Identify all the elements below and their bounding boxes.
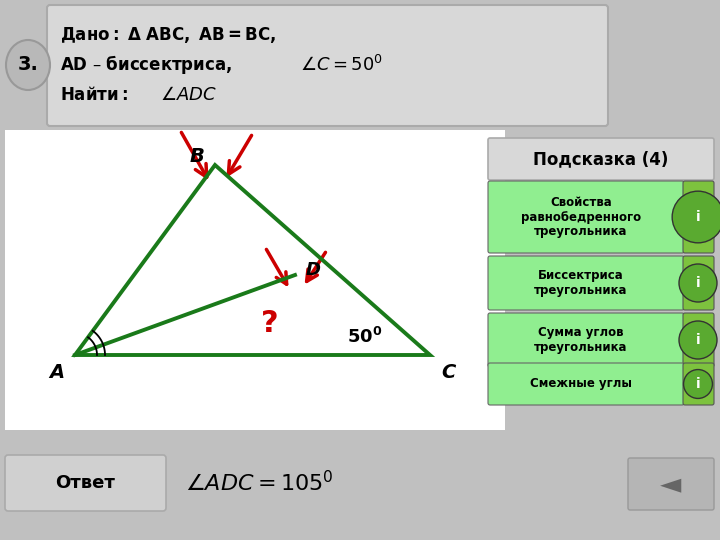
Text: ◄: ◄ bbox=[660, 470, 682, 498]
Text: $\angle C = 50^0$: $\angle C = 50^0$ bbox=[300, 55, 383, 75]
FancyBboxPatch shape bbox=[488, 256, 684, 310]
FancyBboxPatch shape bbox=[683, 313, 714, 367]
Text: Ответ: Ответ bbox=[55, 474, 115, 492]
Ellipse shape bbox=[6, 40, 50, 90]
FancyBboxPatch shape bbox=[488, 363, 684, 405]
Text: $\mathbf{Дано:\ \Delta\ ABC,\ AB = BC,}$: $\mathbf{Дано:\ \Delta\ ABC,\ AB = BC,}$ bbox=[60, 25, 276, 45]
Text: B: B bbox=[189, 147, 204, 166]
Text: $\mathbf{50^0}$: $\mathbf{50^0}$ bbox=[347, 327, 383, 347]
FancyBboxPatch shape bbox=[488, 313, 684, 367]
Circle shape bbox=[679, 264, 717, 302]
Text: ?: ? bbox=[261, 308, 279, 338]
Text: $\mathbf{Найти:}$: $\mathbf{Найти:}$ bbox=[60, 86, 128, 104]
Circle shape bbox=[683, 369, 713, 399]
Circle shape bbox=[679, 321, 717, 359]
Text: Свойства
равнобедренного
треугольника: Свойства равнобедренного треугольника bbox=[521, 195, 641, 239]
Text: i: i bbox=[696, 333, 701, 347]
Text: $\angle ADC = 105^0$: $\angle ADC = 105^0$ bbox=[185, 470, 333, 496]
FancyBboxPatch shape bbox=[488, 138, 714, 180]
Text: Биссектриса
треугольника: Биссектриса треугольника bbox=[534, 269, 628, 297]
Text: Подсказка (4): Подсказка (4) bbox=[534, 150, 669, 168]
FancyBboxPatch shape bbox=[628, 458, 714, 510]
FancyBboxPatch shape bbox=[488, 181, 684, 253]
Text: $\mathbf{AD\ –\ биссектриса,}$: $\mathbf{AD\ –\ биссектриса,}$ bbox=[60, 53, 232, 77]
Text: Сумма углов
треугольника: Сумма углов треугольника bbox=[534, 326, 628, 354]
Text: C: C bbox=[441, 363, 455, 382]
Circle shape bbox=[672, 191, 720, 243]
Text: i: i bbox=[696, 210, 701, 224]
FancyBboxPatch shape bbox=[0, 445, 720, 540]
Text: i: i bbox=[696, 377, 701, 391]
Text: D: D bbox=[305, 261, 320, 279]
Text: i: i bbox=[696, 276, 701, 290]
Text: A: A bbox=[50, 363, 65, 382]
FancyBboxPatch shape bbox=[683, 363, 714, 405]
FancyBboxPatch shape bbox=[5, 130, 505, 430]
Text: $\angle ADC$: $\angle ADC$ bbox=[160, 86, 217, 104]
FancyBboxPatch shape bbox=[683, 256, 714, 310]
FancyBboxPatch shape bbox=[47, 5, 608, 126]
Text: Смежные углы: Смежные углы bbox=[530, 377, 632, 390]
FancyBboxPatch shape bbox=[683, 181, 714, 253]
Text: 3.: 3. bbox=[17, 56, 38, 75]
FancyBboxPatch shape bbox=[5, 455, 166, 511]
